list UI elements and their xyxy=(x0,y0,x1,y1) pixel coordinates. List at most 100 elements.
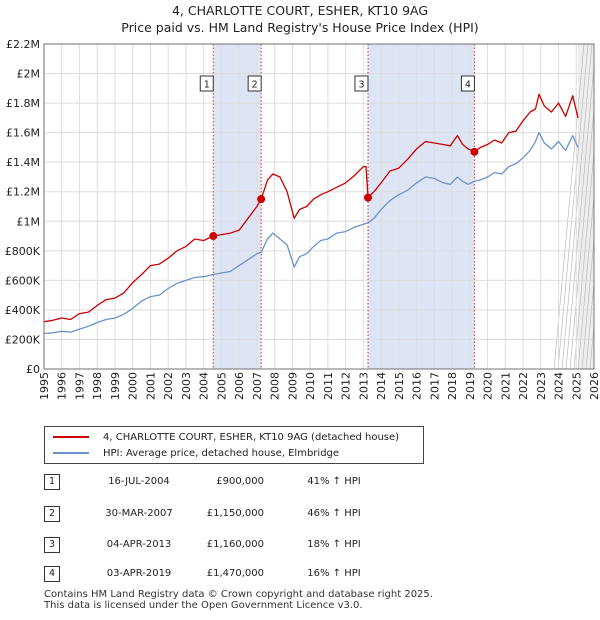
y-tick-label: £1M xyxy=(17,215,41,228)
transaction-row: 4 03-APR-2019 £1,470,000 16% ↑ HPI xyxy=(44,566,404,586)
chart-title: 4, CHARLOTTE COURT, ESHER, KT10 9AG xyxy=(171,3,429,18)
y-tick-label: £400K xyxy=(5,304,41,317)
x-tick-label: 2020 xyxy=(482,372,495,400)
x-tick-label: 2016 xyxy=(411,372,424,400)
y-tick-label: £1.8M xyxy=(6,97,40,110)
ownership-shading xyxy=(213,44,262,369)
y-tick-label: £1.2M xyxy=(6,186,40,199)
x-tick-label: 2019 xyxy=(464,372,477,400)
x-tick-label: 2003 xyxy=(180,372,193,400)
transaction-date: 04-APR-2013 xyxy=(106,539,172,550)
x-tick-label: 2013 xyxy=(357,372,370,400)
sale-label-box xyxy=(199,75,214,92)
transaction-price: £1,160,000 xyxy=(206,539,264,550)
x-tick-label: 2024 xyxy=(553,372,566,400)
y-tick-label: £200K xyxy=(5,333,41,346)
transaction-date: 30-MAR-2007 xyxy=(105,508,173,519)
price-chart: 1 2 3 4 £0 £200K £400K £600K £800K £1M £1.2M £1.4M… xyxy=(0,0,600,420)
y-tick-label: £0 xyxy=(26,363,40,376)
y-tick-label: £2.2M xyxy=(6,38,40,51)
sale-marker xyxy=(209,232,218,241)
ownership-shading xyxy=(367,44,475,369)
transaction-price: £1,150,000 xyxy=(206,508,264,519)
x-tick-label: 2009 xyxy=(286,372,299,400)
chart-legend: 4, CHARLOTTE COURT, ESHER, KT10 9AG (det… xyxy=(44,426,424,464)
x-tick-label: 2015 xyxy=(393,372,406,400)
x-tick-label: 2001 xyxy=(144,372,157,400)
x-tick-label: 1999 xyxy=(109,372,122,400)
x-tick-label: 2014 xyxy=(375,372,388,400)
x-tick-label: 1996 xyxy=(56,372,69,400)
y-tick-label: £1.6M xyxy=(6,127,40,140)
x-tick-label: 2023 xyxy=(535,372,548,400)
transaction-price: £900,000 xyxy=(216,476,264,487)
x-tick-label: 1998 xyxy=(91,372,104,400)
transaction-date: 16-JUL-2004 xyxy=(108,476,170,487)
legend-label-property: 4, CHARLOTTE COURT, ESHER, KT10 9AG (det… xyxy=(103,431,400,443)
legend-swatch-hpi xyxy=(53,452,89,454)
sale-label-box xyxy=(247,75,262,92)
forecast-hatch xyxy=(585,214,600,370)
transaction-number: 3 xyxy=(44,537,60,553)
sale-marker xyxy=(470,147,479,156)
right-mask xyxy=(594,0,600,420)
x-tick-label: 2011 xyxy=(322,372,335,400)
x-tick-label: 2017 xyxy=(428,372,441,400)
sale-marker xyxy=(257,195,266,204)
sale-label: 4 xyxy=(465,80,471,91)
y-tick-label: £2M xyxy=(17,68,41,81)
transaction-date: 03-APR-2019 xyxy=(106,568,172,579)
legend-item-hpi: HPI: Average price, detached house, Elmb… xyxy=(53,446,339,460)
forecast-hatch xyxy=(553,43,585,370)
sale-label-box xyxy=(354,75,369,92)
forecast-clip xyxy=(0,44,578,369)
y-tick-label: £800K xyxy=(5,245,41,258)
forecast-hatch xyxy=(561,43,593,370)
transaction-row: 3 04-APR-2013 £1,160,000 18% ↑ HPI xyxy=(44,537,404,557)
transaction-price: £1,470,000 xyxy=(206,568,264,579)
forecast-hatch xyxy=(557,43,589,370)
y-tick-label: £1.4M xyxy=(6,156,40,169)
sale-marker xyxy=(363,193,372,202)
transaction-hpi: 46% ↑ HPI xyxy=(307,508,361,519)
hpi-line xyxy=(43,131,579,335)
legend-swatch-property xyxy=(53,436,89,438)
x-tick-label: 2004 xyxy=(198,372,211,400)
transaction-row: 2 30-MAR-2007 £1,150,000 46% ↑ HPI xyxy=(44,506,404,526)
sale-label: 2 xyxy=(252,80,258,91)
forecast-region xyxy=(578,44,594,369)
x-tick-label: 1997 xyxy=(73,372,86,400)
transaction-number: 2 xyxy=(44,506,60,522)
transaction-hpi: 16% ↑ HPI xyxy=(307,568,361,579)
transaction-hpi: 18% ↑ HPI xyxy=(307,539,361,550)
x-tick-label: 2007 xyxy=(251,372,264,400)
x-tick-label: 2002 xyxy=(162,372,175,400)
sale-label: 1 xyxy=(204,80,210,91)
x-tick-label: 2006 xyxy=(233,372,246,400)
legend-item-property: 4, CHARLOTTE COURT, ESHER, KT10 9AG (det… xyxy=(53,430,399,444)
forecast-hatch xyxy=(565,43,597,370)
x-tick-label: 2026 xyxy=(588,372,600,400)
sale-label: 3 xyxy=(358,80,364,91)
x-tick-label: 2022 xyxy=(517,372,530,400)
x-tick-label: 2010 xyxy=(304,372,317,400)
x-tick-label: 2021 xyxy=(499,372,512,400)
plot-frame xyxy=(43,43,595,370)
chart-subtitle: Price paid vs. HM Land Registry's House … xyxy=(121,20,479,35)
transaction-number: 1 xyxy=(44,474,60,490)
transaction-number: 4 xyxy=(44,566,60,582)
x-tick-label: 2000 xyxy=(127,372,140,400)
transaction-hpi: 41% ↑ HPI xyxy=(307,476,361,487)
y-tick-label: £600K xyxy=(5,274,41,287)
forecast-hatch xyxy=(577,127,600,370)
property-price-line xyxy=(43,93,579,323)
x-tick-label: 2025 xyxy=(570,372,583,400)
x-tick-label: 2008 xyxy=(269,372,282,400)
x-tick-label: 2005 xyxy=(215,372,228,400)
sale-label-box xyxy=(460,75,475,92)
footer-attribution: Contains HM Land Registry data © Crown c… xyxy=(44,589,433,611)
x-tick-label: 2018 xyxy=(446,372,459,400)
legend-label-hpi: HPI: Average price, detached house, Elmb… xyxy=(103,447,340,459)
x-tick-label: 1995 xyxy=(38,372,51,400)
x-tick-label: 2012 xyxy=(340,372,353,400)
